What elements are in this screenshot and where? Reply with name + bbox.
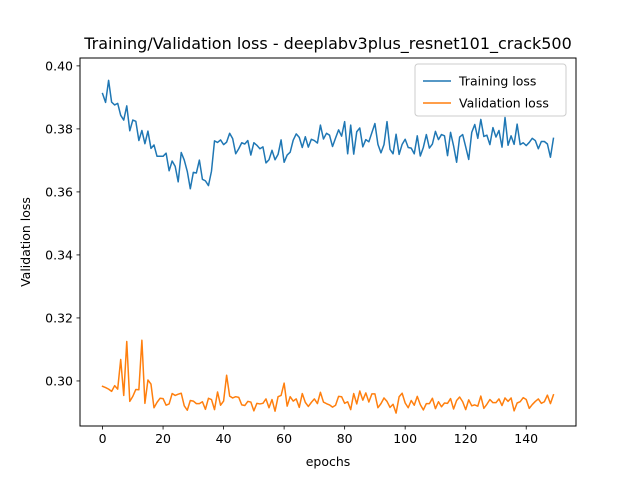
x-tick-label: 0 [99,431,107,446]
x-tick-label: 80 [337,431,353,446]
y-tick-label: 0.38 [45,121,73,136]
plot-frame [79,57,577,427]
legend-label-0: Training loss [458,74,536,89]
legend-box [414,63,567,117]
chart-title: Training/Validation loss - deeplabv3plus… [83,34,572,54]
legend: Training loss Validation loss [414,63,567,117]
x-tick-label: 140 [514,431,538,446]
y-axis: 0.30 0.32 0.34 0.36 0.38 0.40 [45,58,80,388]
series-line-1 [101,339,555,414]
series-line-0 [101,79,555,190]
y-tick-label: 0.30 [45,373,73,388]
x-tick-label: 120 [454,431,478,446]
y-tick-label: 0.40 [45,58,73,73]
y-tick-label: 0.32 [45,310,73,325]
x-tick-label: 60 [276,431,292,446]
y-tick-label: 0.36 [45,184,73,199]
x-tick-label: 40 [216,431,232,446]
x-axis-label: epochs [306,454,351,469]
x-axis: 0 20 40 60 80 100 120 140 [99,426,538,446]
plot-area [101,79,555,414]
y-axis-label: Validation loss [18,197,33,287]
x-tick-label: 20 [155,431,171,446]
x-tick-label: 100 [393,431,417,446]
y-tick-label: 0.34 [45,247,73,262]
legend-label-1: Validation loss [459,96,549,111]
